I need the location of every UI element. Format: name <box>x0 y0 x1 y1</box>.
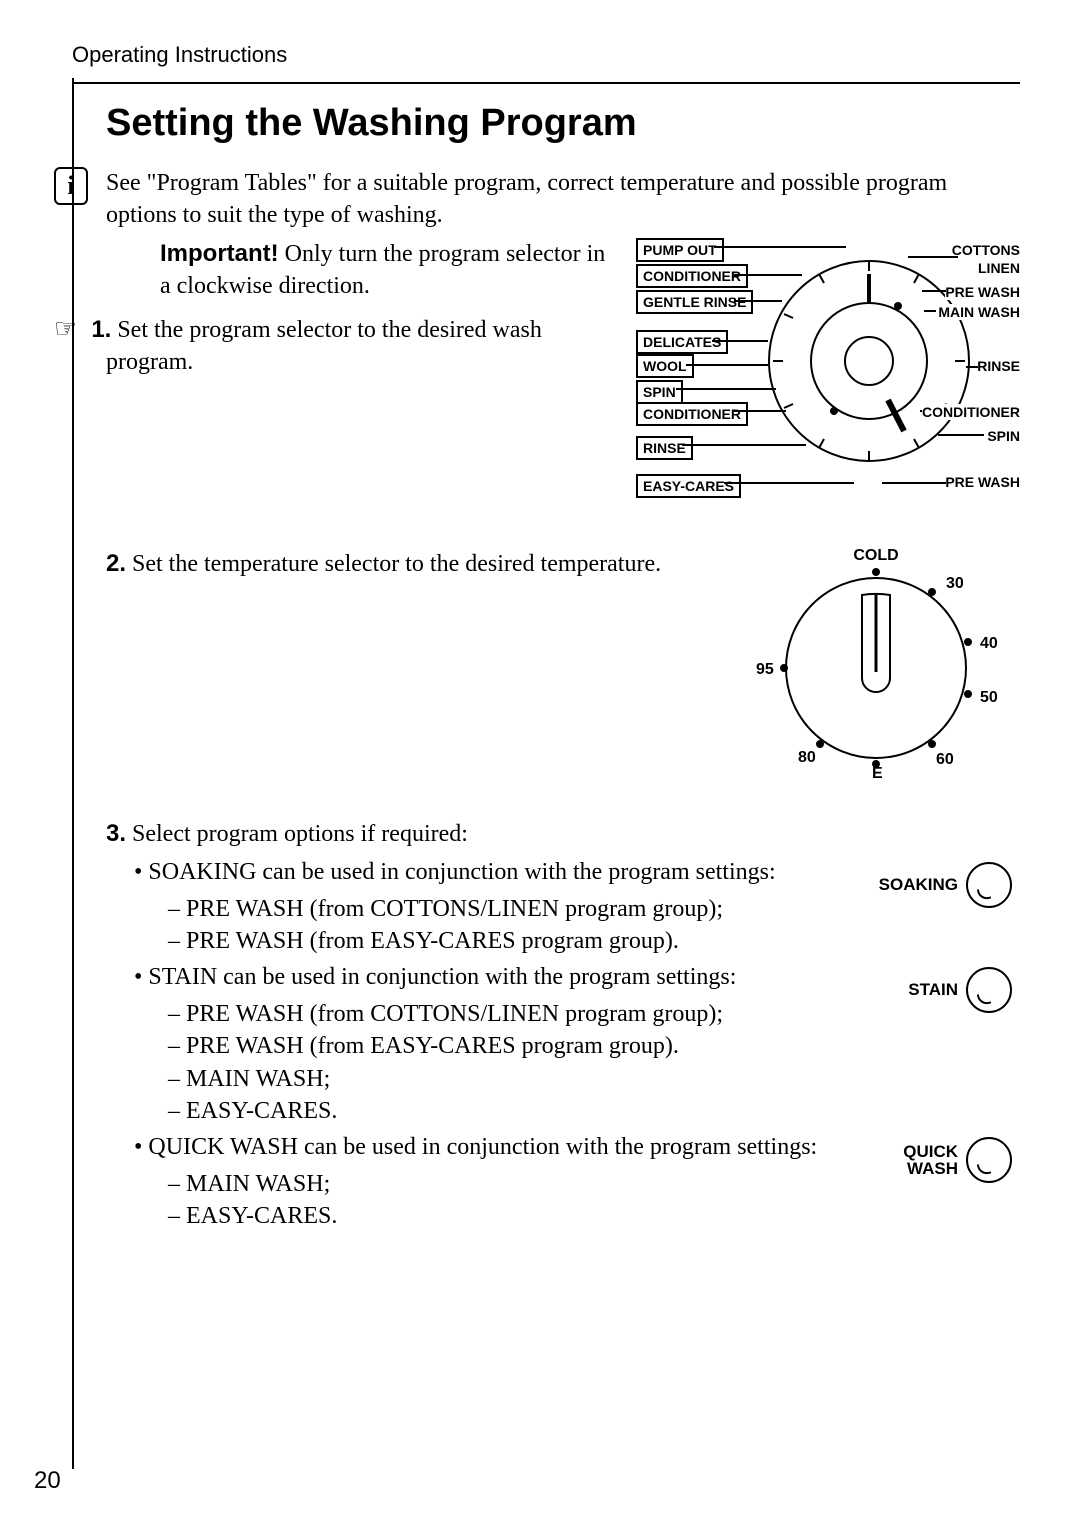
page-header: Operating Instructions <box>72 42 1020 68</box>
option-quick-intro: QUICK WASH can be used in conjunction wi… <box>134 1131 877 1163</box>
svg-text:95: 95 <box>756 661 774 678</box>
prog-label: PRE WASH <box>945 474 1020 490</box>
program-selector-diagram: PUMP OUT CONDITIONER GENTLE RINSE DELICA… <box>636 238 1020 508</box>
prog-label: PRE WASH <box>945 284 1020 300</box>
quick-wash-icon: QUICK WASH <box>903 1137 1012 1183</box>
prog-label: WOOL <box>636 354 694 378</box>
step1-text: Set the program selector to the desired … <box>106 317 542 375</box>
svg-text:50: 50 <box>980 689 998 706</box>
svg-text:30: 30 <box>946 575 964 592</box>
prog-label: COTTONS <box>952 242 1020 258</box>
prog-label: EASY-CARES <box>636 474 741 498</box>
prog-label: RINSE <box>977 358 1020 374</box>
prog-label: PUMP OUT <box>636 238 724 262</box>
svg-text:60: 60 <box>936 751 954 768</box>
list-item: EASY-CARES. <box>168 1095 882 1127</box>
soaking-icon: SOAKING <box>879 862 1012 908</box>
prog-label: LINEN <box>978 260 1020 276</box>
prog-label: CONDITIONER <box>636 402 748 426</box>
option-soaking-intro: SOAKING can be used in conjunction with … <box>134 856 853 888</box>
page-title: Setting the Washing Program <box>106 102 1020 145</box>
step3-num: 3. <box>106 820 126 847</box>
header-rule <box>72 82 1020 84</box>
important-label: Important! <box>160 240 279 267</box>
step1-num: 1. <box>91 316 111 343</box>
prog-label: CONDITIONER <box>636 264 748 288</box>
side-rule <box>72 78 74 1469</box>
prog-label: GENTLE RINSE <box>636 290 753 314</box>
list-item: PRE WASH (from COTTONS/LINEN program gro… <box>168 893 853 925</box>
step2-num: 2. <box>106 550 126 577</box>
option-stain-intro: STAIN can be used in conjunction with th… <box>134 961 882 993</box>
prog-label: SPIN <box>636 380 683 404</box>
step2-text: Set the temperature selector to the desi… <box>126 551 661 577</box>
list-item: PRE WASH (from EASY-CARES program group)… <box>168 1030 882 1062</box>
prog-label: CONDITIONER <box>922 404 1020 420</box>
svg-text:COLD: COLD <box>853 548 898 564</box>
stain-icon: STAIN <box>908 967 1012 1013</box>
info-icon: i <box>54 167 88 205</box>
list-item: PRE WASH (from COTTONS/LINEN program gro… <box>168 998 882 1030</box>
svg-text:80: 80 <box>798 749 816 766</box>
intro-text: See "Program Tables" for a suitable prog… <box>106 167 1020 232</box>
list-item: PRE WASH (from EASY-CARES program group)… <box>168 925 853 957</box>
list-item: MAIN WASH; <box>168 1168 877 1200</box>
list-item: MAIN WASH; <box>168 1063 882 1095</box>
prog-label: RINSE <box>636 436 693 460</box>
page-number: 20 <box>34 1467 61 1495</box>
prog-label: MAIN WASH <box>938 304 1020 320</box>
prog-label: SPIN <box>987 428 1020 444</box>
step3-text: Select program options if required: <box>126 821 468 847</box>
svg-text:E: E <box>872 765 883 778</box>
temperature-selector-diagram: COLD 30 40 50 60 E 80 95 <box>746 548 1006 778</box>
prog-label: DELICATES <box>636 330 728 354</box>
list-item: EASY-CARES. <box>168 1200 877 1232</box>
svg-text:40: 40 <box>980 635 998 652</box>
